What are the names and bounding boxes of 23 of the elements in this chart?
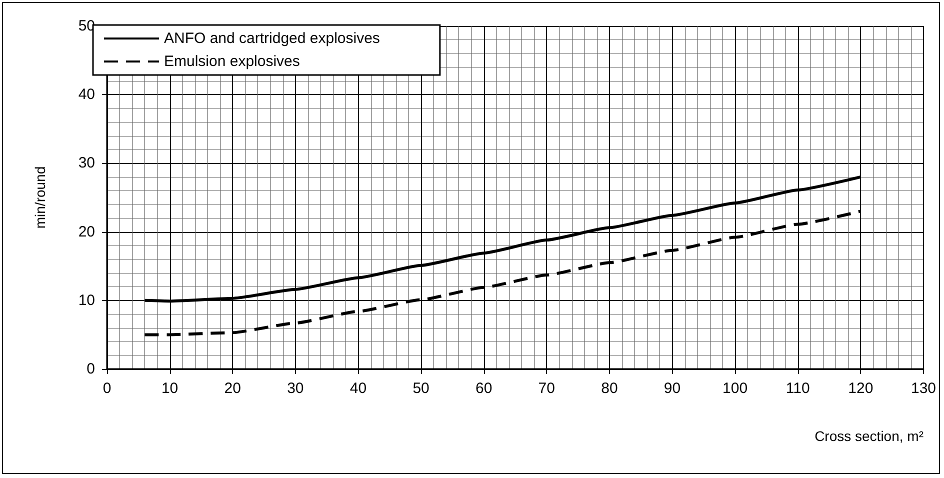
- x-tick-label: 30: [287, 380, 304, 397]
- x-tick-label: 10: [161, 380, 178, 397]
- x-tick-label: 40: [350, 380, 367, 397]
- x-tick-label: 70: [538, 380, 555, 397]
- y-axis-title: min/round: [32, 166, 48, 229]
- x-tick-label: 60: [475, 380, 492, 397]
- x-tick-label: 80: [601, 380, 618, 397]
- x-axis-title: Cross section, m²: [814, 428, 924, 444]
- y-tick-label: 30: [78, 154, 95, 172]
- x-tick-label: 0: [102, 380, 112, 397]
- x-tick-label: 130: [910, 380, 936, 397]
- y-tick-label: 10: [78, 292, 95, 309]
- x-tick-label: 100: [722, 380, 748, 397]
- x-tick-label: 20: [224, 380, 241, 397]
- legend-label: Emulsion explosives: [164, 53, 300, 70]
- legend-label: ANFO and cartridged explosives: [164, 30, 380, 47]
- x-tick-label: 120: [848, 380, 874, 397]
- y-tick-label: 0: [86, 360, 95, 378]
- x-tick-label: 110: [786, 380, 810, 397]
- x-tick-label: 90: [664, 380, 681, 397]
- y-tick-label: 20: [78, 223, 95, 240]
- y-tick-label: 40: [78, 86, 95, 104]
- x-tick-label: 50: [412, 380, 430, 397]
